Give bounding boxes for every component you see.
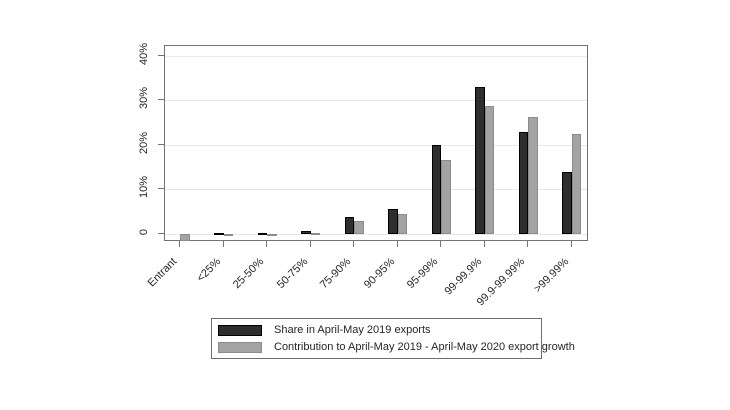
y-axis-label: 10%	[138, 176, 150, 199]
legend-label: Share in April-May 2019 exports	[274, 324, 431, 336]
bar-series-0-99-99-9-	[475, 86, 485, 234]
y-axis-tick	[158, 188, 164, 190]
x-axis-tick	[222, 241, 224, 247]
legend-item: Contribution to April-May 2019 - April-M…	[218, 340, 575, 354]
y-axis-label: 20%	[138, 131, 150, 154]
bar-series-0--25-	[214, 232, 224, 235]
x-axis-tick	[309, 241, 311, 247]
bar-series-0--99-99-	[562, 171, 572, 234]
bar-series-0-99-9-99-99-	[518, 131, 528, 234]
y-axis-label: 0	[138, 228, 150, 236]
legend-swatch	[218, 341, 262, 353]
y-axis-tick	[158, 143, 164, 145]
bar-series-1--99-99-	[571, 133, 581, 234]
bar-series-1-99-9-99-99-	[528, 116, 538, 234]
x-axis-tick	[396, 241, 398, 247]
legend-label: Contribution to April-May 2019 - April-M…	[274, 341, 575, 353]
x-axis-tick	[483, 241, 485, 247]
gridline	[165, 189, 587, 191]
legend: Share in April-May 2019 exports Contribut…	[211, 318, 575, 359]
bar-series-1-99-99-9-	[484, 105, 494, 234]
gridline	[165, 55, 587, 57]
y-axis-tick	[158, 99, 164, 101]
gridline	[165, 144, 587, 146]
y-axis-tick	[158, 232, 164, 234]
bar-series-0-50-75-	[301, 230, 311, 234]
gridline	[165, 233, 587, 235]
bar-series-1-25-50-	[267, 233, 277, 236]
x-axis-tick	[570, 241, 572, 247]
x-axis-tick	[179, 241, 180, 247]
bar-series-0-90-95-	[388, 209, 398, 234]
bar-series-1-entrant	[180, 233, 190, 241]
x-axis-tick	[527, 241, 528, 247]
x-axis-tick	[266, 241, 267, 247]
y-axis-label: 40%	[138, 42, 150, 65]
bar-series-0-25-50-	[257, 232, 267, 235]
y-axis-label: 30%	[138, 87, 150, 110]
bar-series-1-50-75-	[310, 233, 320, 236]
gridline	[165, 100, 587, 102]
plot-area	[164, 45, 588, 241]
bar-series-1-95-99-	[441, 160, 451, 234]
bar-series-0-95-99-	[431, 144, 441, 234]
bar-series-0-75-90-	[344, 217, 354, 234]
legend-item: Share in April-May 2019 exports	[218, 323, 535, 337]
x-axis-tick	[353, 241, 354, 247]
bar-series-1-90-95-	[397, 213, 407, 234]
x-axis-tick	[440, 241, 441, 247]
bar-series-1--25-	[223, 233, 233, 236]
y-axis-tick	[158, 54, 164, 56]
legend-swatch	[218, 324, 262, 336]
bar-series-1-75-90-	[354, 220, 364, 234]
